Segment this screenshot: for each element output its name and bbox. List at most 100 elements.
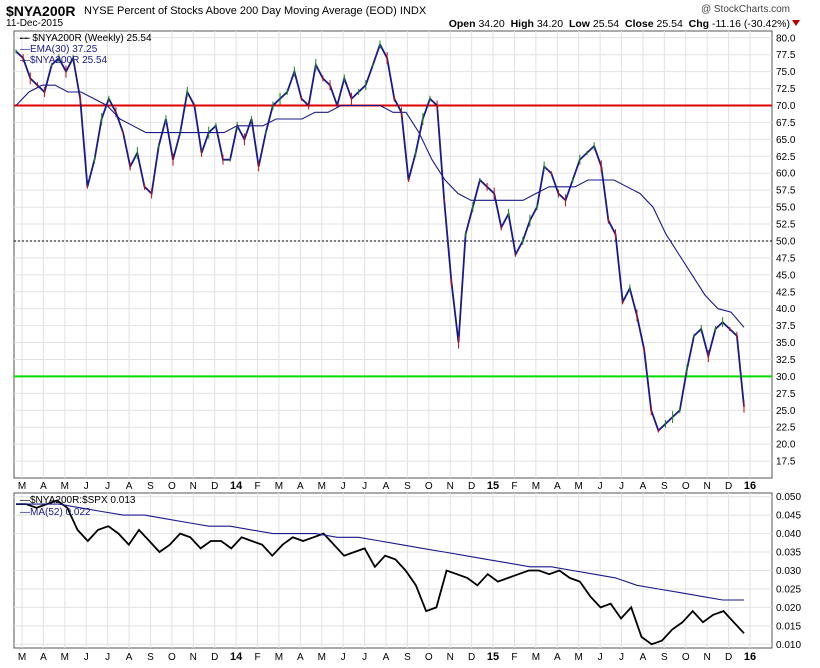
lower-x-tick-label: J [362, 652, 367, 663]
lower-x-tick-label: 16 [744, 651, 756, 663]
main-x-tick-label: A [383, 481, 390, 492]
main-series-ema30-line [15, 84, 745, 328]
main-y-tick-label: 72.5 [776, 84, 796, 95]
lower-x-tick-label: A [383, 652, 390, 663]
main-x-tick-label: 15 [487, 480, 499, 492]
main-x-tick-label: A [297, 481, 304, 492]
lower-series-ma52-line [16, 503, 744, 601]
lower-y-tick-label: 0.035 [776, 548, 801, 559]
lower-x-tick-label: O [682, 652, 690, 663]
main-y-tick-label: 35.0 [776, 338, 796, 349]
main-y-tick-label: 30.0 [776, 372, 796, 383]
lower-x-tick-label: M [275, 652, 283, 663]
main-y-tick-label: 75.0 [776, 67, 796, 78]
lower-x-tick-label: S [147, 652, 154, 663]
lower-y-tick-label: 0.050 [776, 492, 801, 503]
lower-x-tick-label: M [318, 652, 326, 663]
lower-x-tick-label: J [619, 652, 624, 663]
lower-y-tick-label: 0.045 [776, 511, 801, 522]
lower-y-tick-label: 0.020 [776, 603, 801, 614]
main-x-tick-label: O [168, 481, 176, 492]
main-y-tick-label: 50.0 [776, 236, 796, 247]
main-y-tick-label: 37.5 [776, 321, 796, 332]
main-y-tick-label: 45.0 [776, 270, 796, 281]
main-y-tick-label: 47.5 [776, 253, 796, 264]
main-y-tick-label: 32.5 [776, 355, 796, 366]
lower-x-tick-label: S [404, 652, 411, 663]
main-y-tick-label: 40.0 [776, 304, 796, 315]
lower-x-tick-label: F [254, 652, 260, 663]
main-x-tick-label: D [211, 481, 218, 492]
main-y-tick-label: 67.5 [776, 118, 796, 129]
lower-x-tick-label: O [425, 652, 433, 663]
lower-x-tick-label: A [126, 652, 133, 663]
lower-series-nya200rspx-line [16, 499, 745, 646]
legend-lower-ma: —MA(52) 0.022 [20, 507, 91, 518]
lower-x-tick-label: D [211, 652, 218, 663]
lower-x-tick-label: M [575, 652, 583, 663]
main-y-tick-label: 60.0 [776, 169, 796, 180]
main-x-tick-label: J [362, 481, 367, 492]
lower-y-tick-label: 0.030 [776, 566, 801, 577]
main-x-tick-label: S [147, 481, 154, 492]
chart-date: 11-Dec-2015 [6, 18, 64, 29]
lower-x-tick-label: A [554, 652, 561, 663]
main-x-tick-label: A [40, 481, 47, 492]
main-frame [13, 30, 773, 479]
lower-y-tick-label: 0.025 [776, 584, 801, 595]
lower-x-tick-label: N [190, 652, 197, 663]
lower-x-tick-label: M [18, 652, 26, 663]
lower-y-tick-label: 0.040 [776, 529, 801, 540]
legend-main-ema: —EMA(30) 37.25 [20, 44, 98, 55]
main-x-tick-label: N [447, 481, 454, 492]
main-x-tick-label: S [661, 481, 668, 492]
lower-x-tick-label: N [447, 652, 454, 663]
main-x-tick-label: 16 [744, 480, 756, 492]
main-y-tick-label: 70.0 [776, 101, 796, 112]
lower-y-tick-label: 0.010 [776, 640, 801, 651]
lower-x-tick-label: F [511, 652, 517, 663]
lower-x-tick-label: N [704, 652, 711, 663]
lower-x-tick-label: A [640, 652, 647, 663]
lower-x-tick-label: M [532, 652, 540, 663]
lower-x-tick-label: 14 [230, 651, 243, 663]
main-x-tick-label: O [425, 481, 433, 492]
main-x-tick-label: D [468, 481, 475, 492]
main-x-tick-label: A [554, 481, 561, 492]
main-x-tick-label: J [105, 481, 110, 492]
lower-x-tick-label: J [341, 652, 346, 663]
main-y-tick-label: 20.0 [776, 440, 796, 451]
lower-x-tick-label: 15 [487, 651, 499, 663]
main-y-tick-label: 52.5 [776, 220, 796, 231]
main-x-tick-label: M [61, 481, 69, 492]
main-y-tick-label: 77.5 [776, 50, 796, 61]
main-x-tick-label: J [598, 481, 603, 492]
main-x-tick-label: M [575, 481, 583, 492]
lower-x-tick-label: O [168, 652, 176, 663]
lower-x-tick-label: D [468, 652, 475, 663]
quote-line: Open 34.20 High 34.20 Low 25.54 Close 25… [448, 18, 790, 30]
main-y-tick-label: 80.0 [776, 33, 796, 44]
main-x-tick-label: M [318, 481, 326, 492]
main-x-tick-label: D [725, 481, 732, 492]
main-x-tick-label: O [682, 481, 690, 492]
main-y-tick-label: 25.0 [776, 406, 796, 417]
main-x-tick-label: J [619, 481, 624, 492]
main-x-tick-label: N [704, 481, 711, 492]
chart-description: NYSE Percent of Stocks Above 200 Day Mov… [84, 5, 427, 17]
lower-x-tick-label: J [105, 652, 110, 663]
main-x-tick-label: M [532, 481, 540, 492]
lower-x-tick-label: J [84, 652, 89, 663]
main-y-tick-label: 55.0 [776, 203, 796, 214]
main-x-tick-label: M [275, 481, 283, 492]
main-y-tick-label: 62.5 [776, 152, 796, 163]
legend-main-price: ╾╾ $NYA200R (Weekly) 25.54 [20, 33, 152, 44]
main-y-tick-label: 57.5 [776, 186, 796, 197]
lower-x-tick-label: A [297, 652, 304, 663]
main-x-tick-label: F [511, 481, 517, 492]
main-y-tick-label: 17.5 [776, 457, 796, 468]
lower-x-tick-label: D [725, 652, 732, 663]
chart-menu-caret-icon[interactable] [792, 20, 800, 26]
main-x-tick-label: M [18, 481, 26, 492]
